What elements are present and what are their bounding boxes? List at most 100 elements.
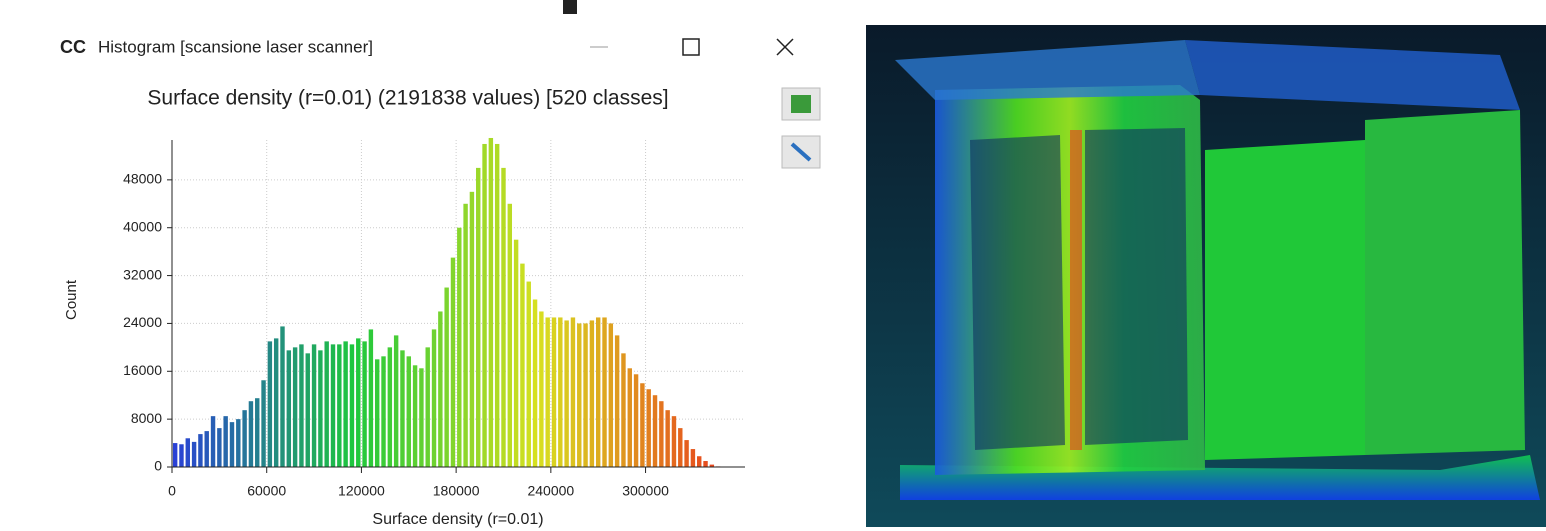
- bar: [369, 329, 373, 467]
- y-tick-label: 16000: [123, 362, 162, 378]
- point-cloud-view: [866, 25, 1546, 527]
- export-icon: [791, 95, 811, 113]
- bar: [350, 344, 354, 467]
- bar: [426, 347, 430, 467]
- bar: [665, 410, 669, 467]
- bar: [444, 288, 448, 467]
- x-tick-label: 240000: [527, 483, 574, 499]
- bar: [653, 395, 657, 467]
- cabinet-opening: [1085, 128, 1188, 445]
- screenshot: CC Histogram [scansione laser scanner] S…: [0, 0, 1546, 531]
- bar: [621, 353, 625, 467]
- bar: [255, 398, 259, 467]
- bar: [312, 344, 316, 467]
- bar: [438, 311, 442, 467]
- y-tick-label: 48000: [123, 171, 162, 187]
- bar: [609, 323, 613, 467]
- y-tick-label: 8000: [131, 410, 162, 426]
- bar: [306, 353, 310, 467]
- bar: [489, 138, 493, 467]
- bar: [508, 204, 512, 467]
- bar: [205, 431, 209, 467]
- x-tick-label: 120000: [338, 483, 385, 499]
- bar: [615, 335, 619, 467]
- page: {"window": {"title": "Histogram [scansio…: [0, 0, 1546, 531]
- x-axis-label: Surface density (r=0.01): [372, 511, 543, 528]
- x-tick-label: 180000: [433, 483, 480, 499]
- bar: [691, 449, 695, 467]
- bar: [419, 368, 423, 467]
- bar: [470, 192, 474, 467]
- bar: [451, 258, 455, 467]
- bar: [192, 442, 196, 467]
- bar: [678, 428, 682, 467]
- bar: [495, 144, 499, 467]
- bar: [647, 389, 651, 467]
- bar: [236, 419, 240, 467]
- bar: [268, 341, 272, 467]
- bar: [602, 317, 606, 467]
- bar: [198, 434, 202, 467]
- app-icon: CC: [60, 37, 86, 57]
- bar: [249, 401, 253, 467]
- bar: [407, 356, 411, 467]
- bar: [331, 344, 335, 467]
- hot-spot: [1070, 130, 1082, 450]
- close-button[interactable]: [777, 39, 793, 55]
- bar: [552, 317, 556, 467]
- bar: [590, 320, 594, 467]
- x-tick-label: 300000: [622, 483, 669, 499]
- bar: [476, 168, 480, 467]
- y-tick-label: 40000: [123, 218, 162, 234]
- bar: [659, 401, 663, 467]
- bar: [173, 443, 177, 467]
- bar: [640, 383, 644, 467]
- y-tick-label: 24000: [123, 314, 162, 330]
- window-title: Histogram [scansione laser scanner]: [98, 37, 373, 56]
- bar: [634, 374, 638, 467]
- y-tick-label: 32000: [123, 266, 162, 282]
- bar: [299, 344, 303, 467]
- bar: [533, 300, 537, 468]
- bar: [223, 416, 227, 467]
- maximize-button[interactable]: [683, 39, 699, 55]
- bar: [287, 350, 291, 467]
- side-buttons: [782, 88, 820, 168]
- chart-title: Surface density (r=0.01) (2191838 values…: [147, 87, 668, 110]
- bar: [211, 416, 215, 467]
- bar: [337, 344, 341, 467]
- cabinet-middle: [1205, 140, 1365, 460]
- bar: [628, 368, 632, 467]
- bar: [558, 317, 562, 467]
- cabinet-right: [1365, 110, 1525, 455]
- bar: [545, 317, 549, 467]
- bar: [318, 350, 322, 467]
- x-tick-label: 60000: [247, 483, 286, 499]
- bar: [274, 338, 278, 467]
- bar: [501, 168, 505, 467]
- bar: [514, 240, 518, 467]
- bar: [684, 440, 688, 467]
- bar: [179, 444, 183, 467]
- y-tick-label: 0: [154, 458, 162, 474]
- bar: [217, 428, 221, 467]
- bar: [672, 416, 676, 467]
- bar: [539, 311, 543, 467]
- bar: [703, 461, 707, 467]
- bar: [457, 228, 461, 467]
- title-bar: CC Histogram [scansione laser scanner]: [60, 37, 793, 57]
- bar: [577, 323, 581, 467]
- bar: [356, 338, 360, 467]
- bar: [230, 422, 234, 467]
- bar: [394, 335, 398, 467]
- top-marker: [563, 0, 577, 14]
- bar: [280, 326, 284, 467]
- bar: [324, 341, 328, 467]
- bar: [583, 323, 587, 467]
- bar: [527, 282, 531, 467]
- y-axis-label: Count: [63, 279, 80, 320]
- bar: [375, 359, 379, 467]
- bar: [432, 329, 436, 467]
- bar: [400, 350, 404, 467]
